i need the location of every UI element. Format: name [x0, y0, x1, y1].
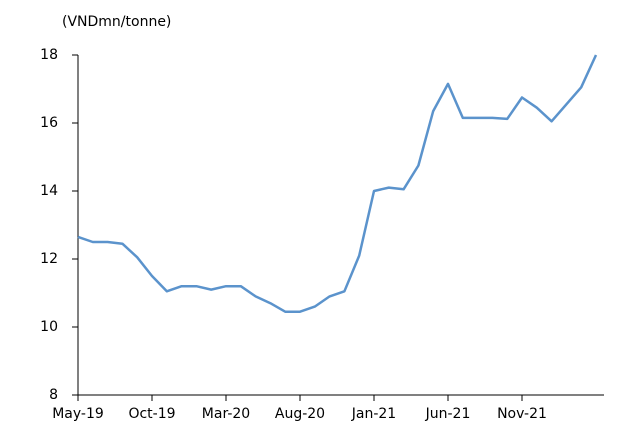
x-tick-label: Oct-19 — [128, 406, 175, 422]
x-tick-label: Aug-20 — [275, 406, 325, 422]
y-tick-label: 10 — [40, 319, 58, 335]
y-axis-label: (VNDmn/tonne) — [62, 14, 171, 30]
y-tick-label: 12 — [40, 251, 58, 267]
x-tick-label: Nov-21 — [497, 406, 547, 422]
x-tick-label: May-19 — [52, 406, 104, 422]
x-tick-label: Jun-21 — [425, 406, 471, 422]
y-tick-label: 16 — [40, 115, 58, 131]
y-tick-label: 8 — [49, 387, 58, 403]
y-tick-label: 18 — [40, 47, 58, 63]
x-tick-label: Mar-20 — [202, 406, 250, 422]
x-tick-label: Jan-21 — [351, 406, 396, 422]
y-tick-label: 14 — [40, 183, 58, 199]
line-series — [77, 54, 598, 313]
